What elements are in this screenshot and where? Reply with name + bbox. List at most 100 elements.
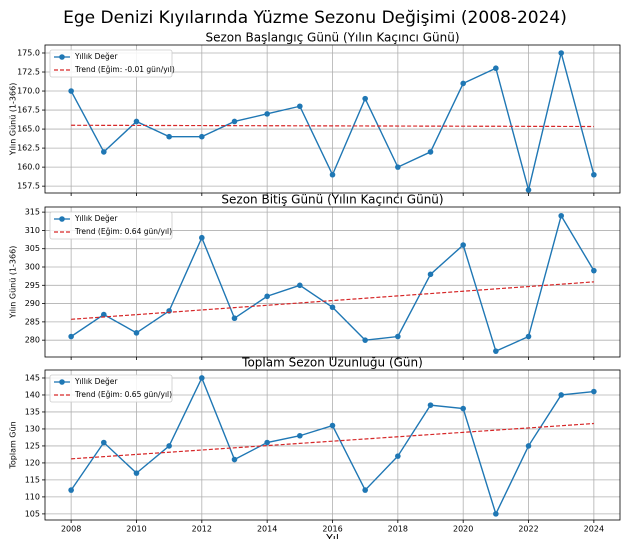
data-point [264, 439, 270, 446]
data-point [329, 304, 336, 311]
legend-label: Yıllık Değer [74, 214, 118, 223]
x-tick-label: 2012 [192, 525, 212, 534]
y-tick-label: 125 [25, 441, 40, 450]
data-point [525, 443, 532, 449]
data-point [460, 405, 466, 412]
data-point [427, 402, 434, 408]
y-tick-label: 135 [25, 407, 40, 416]
subplot: Toplam Sezon Uzunluğu (Gün) Toplam Gün 105… [9, 356, 621, 539]
y-tick-label: 162.5 [17, 144, 40, 153]
data-point [133, 118, 140, 125]
data-point [395, 164, 401, 170]
legend-marker [59, 216, 65, 222]
y-tick-label: 285 [25, 317, 40, 326]
legend-label: Trend (Eğim: -0.01 gün/yıl) [74, 65, 175, 74]
data-point [231, 315, 238, 322]
x-tick-label: 2014 [257, 525, 277, 534]
data-point [264, 293, 270, 300]
axes-frame [44, 206, 621, 358]
data-point [591, 171, 597, 178]
data-point [199, 133, 205, 140]
axes-frame [44, 44, 621, 194]
y-tick-label: 300 [25, 263, 40, 272]
data-point [493, 511, 499, 517]
data-point [68, 487, 74, 493]
y-axis-label: Toplam Gün [9, 421, 18, 469]
x-axis-label: Yıl [325, 532, 339, 539]
data-point [231, 456, 238, 463]
x-tick-label: 2024 [584, 525, 604, 534]
data-point [68, 333, 74, 340]
subplot-title: Sezon Bitiş Günü (Yılın Kaçıncı Günü) [221, 193, 443, 207]
data-point [133, 470, 140, 476]
trend-line [71, 281, 594, 320]
figure-title: Ege Denizi Kıyılarında Yüzme Sezonu Deği… [63, 8, 567, 28]
data-point [199, 375, 205, 381]
data-point [591, 267, 597, 274]
data-point [460, 242, 466, 248]
y-tick-label: 310 [25, 226, 40, 235]
data-point [493, 65, 499, 72]
data-point [427, 149, 434, 155]
y-tick-label: 130 [25, 424, 40, 433]
legend-label: Yıllık Değer [74, 377, 118, 386]
legend-box [49, 374, 173, 403]
y-tick-label: 110 [25, 492, 40, 501]
subplot: Sezon Başlangıç Günü (Yılın Kaçıncı Günü… [9, 31, 621, 196]
data-point [101, 439, 107, 446]
data-point [68, 88, 74, 94]
x-tick-label: 2022 [518, 525, 538, 534]
y-tick-label: 160.0 [17, 163, 40, 172]
subplot-title: Toplam Sezon Uzunluğu (Gün) [241, 356, 423, 370]
y-axis-label: Yılın Günü (1-366) [9, 246, 18, 320]
x-tick-label: 2020 [453, 525, 473, 534]
y-tick-label: 140 [25, 390, 40, 399]
data-point [297, 432, 303, 439]
legend-box [49, 211, 173, 240]
trend-line [71, 124, 594, 128]
data-point [101, 149, 107, 155]
legend-label: Yıllık Değer [74, 52, 118, 61]
trend-line [71, 422, 594, 460]
y-tick-label: 157.5 [17, 182, 40, 191]
legend-marker [59, 379, 65, 385]
y-axis-label: Yılın Günü (1-366) [9, 83, 18, 157]
data-point [591, 388, 597, 395]
data-point [493, 348, 499, 354]
legend-marker [59, 54, 65, 60]
data-point [264, 111, 270, 117]
data-point [460, 80, 466, 87]
y-tick-label: 120 [25, 458, 40, 467]
x-tick-label: 2016 [322, 525, 342, 534]
data-point [166, 133, 172, 140]
data-point [525, 333, 532, 340]
legend-box [49, 49, 173, 78]
subplot: Sezon Bitiş Günü (Yılın Kaçıncı Günü) Yıl… [9, 193, 621, 360]
x-tick-label: 2018 [388, 525, 408, 534]
data-point [101, 311, 107, 318]
y-tick-label: 290 [25, 299, 40, 308]
subplot-title: Sezon Başlangıç Günü (Yılın Kaçıncı Günü… [205, 31, 459, 45]
data-point [362, 95, 368, 102]
y-tick-label: 145 [25, 373, 40, 382]
data-point [558, 50, 564, 56]
data-point [427, 271, 434, 278]
y-tick-label: 175.0 [17, 48, 40, 57]
y-tick-label: 315 [25, 208, 40, 217]
axes-frame [44, 369, 621, 521]
y-tick-label: 172.5 [17, 68, 40, 77]
y-tick-label: 305 [25, 244, 40, 253]
data-point [297, 282, 303, 289]
y-tick-label: 280 [25, 336, 40, 345]
y-tick-label: 295 [25, 281, 40, 290]
legend-label: Trend (Eğim: 0.64 gün/yıl) [74, 227, 172, 236]
y-tick-label: 165.0 [17, 125, 40, 134]
data-point [558, 392, 564, 398]
data-point [329, 171, 336, 178]
data-point [133, 330, 140, 336]
y-tick-label: 167.5 [17, 106, 40, 115]
x-tick-label: 2008 [61, 525, 81, 534]
data-point [395, 453, 401, 459]
legend-label: Trend (Eğim: 0.65 gün/yıl) [74, 390, 172, 399]
